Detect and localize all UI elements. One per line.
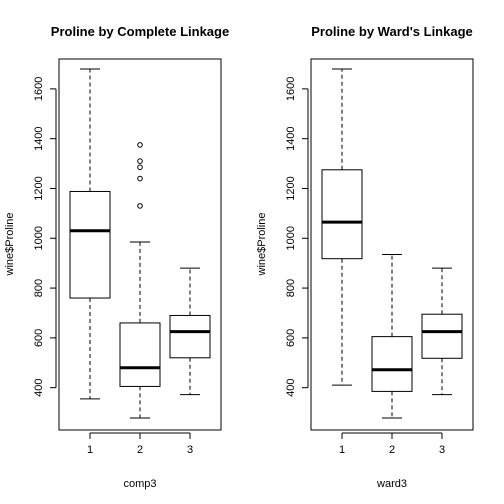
y-tick-label: 1000 xyxy=(33,226,45,250)
x-axis-label: comp3 xyxy=(123,478,156,490)
y-axis-label: wine$Proline xyxy=(256,213,268,277)
box xyxy=(371,336,413,392)
box-group-3 xyxy=(169,267,211,396)
x-tick-label: 3 xyxy=(187,444,193,456)
y-tick-label: 800 xyxy=(33,279,45,297)
outlier-point xyxy=(137,175,143,182)
chart-title: Proline by Ward's Linkage xyxy=(311,24,473,39)
chart-title: Proline by Complete Linkage xyxy=(51,24,229,39)
x-tick-label: 2 xyxy=(389,444,395,456)
y-tick-label: 800 xyxy=(285,279,297,297)
y-tick-label: 600 xyxy=(285,329,297,347)
outlier-point xyxy=(137,142,143,148)
outlier-point xyxy=(137,164,143,171)
x-axis: 1 2 3 xyxy=(87,432,193,456)
plot-frame xyxy=(310,58,474,431)
y-tick-label: 1600 xyxy=(285,77,297,101)
box-group-2 xyxy=(371,253,413,419)
y-tick-label: 1200 xyxy=(285,176,297,200)
box xyxy=(169,314,211,359)
outlier-point xyxy=(137,203,143,209)
box-group-1 xyxy=(69,68,111,400)
x-tick-label: 1 xyxy=(87,444,93,456)
x-axis-label: ward3 xyxy=(376,478,407,490)
box xyxy=(421,313,463,359)
x-axis: 1 2 3 xyxy=(339,432,445,456)
panel-wards-linkage: Proline by Ward's Linkage ward3 wine$Pro… xyxy=(256,24,474,490)
plot-frame xyxy=(58,58,222,431)
box xyxy=(321,169,363,260)
box-group-1 xyxy=(321,68,363,386)
y-tick-label: 1600 xyxy=(33,77,45,101)
box-group-2 xyxy=(119,142,161,419)
y-tick-label: 1400 xyxy=(33,126,45,150)
boxes xyxy=(69,68,211,419)
box xyxy=(119,322,161,387)
panel-complete-linkage: Proline by Complete Linkage comp3 wine$P… xyxy=(4,24,229,490)
y-axis-label: wine$Proline xyxy=(4,213,16,277)
y-tick-label: 400 xyxy=(285,378,297,396)
box xyxy=(69,190,111,299)
y-tick-label: 600 xyxy=(33,329,45,347)
outlier-point xyxy=(137,158,143,164)
y-tick-label: 1000 xyxy=(285,226,297,250)
x-tick-label: 1 xyxy=(339,444,345,456)
y-tick-label: 1200 xyxy=(33,176,45,200)
y-tick-label: 400 xyxy=(33,378,45,396)
x-tick-label: 3 xyxy=(439,444,445,456)
x-tick-label: 2 xyxy=(137,444,143,456)
y-tick-label: 1400 xyxy=(285,126,297,150)
y-axis: 400 600 800 1000 1200 1400 1600 xyxy=(285,77,309,397)
box-group-3 xyxy=(421,267,463,396)
y-axis: 400 600 800 1000 1200 1400 1600 xyxy=(33,77,57,397)
boxes xyxy=(321,68,463,419)
